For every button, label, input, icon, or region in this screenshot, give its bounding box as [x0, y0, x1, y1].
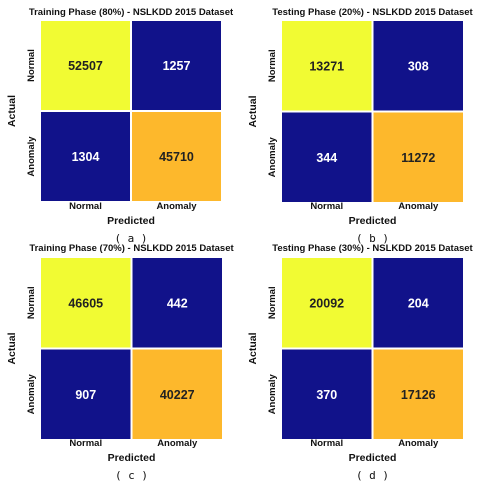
panel-caption: ( d ): [356, 469, 389, 482]
y-axis-label: Actual: [6, 332, 18, 364]
y-tick-label: Normal: [267, 286, 278, 319]
cell-value-label: 370: [316, 388, 337, 402]
y-axis-label: Actual: [247, 95, 259, 127]
panel-caption: ( a ): [114, 232, 147, 245]
x-tick-label: Anomaly: [398, 201, 439, 212]
heatmap-cell: [39, 19, 132, 112]
cell-value-label: 907: [75, 388, 96, 402]
chart-title: Testing Phase (30%) - NSLKDD 2015 Datase…: [272, 243, 473, 254]
y-tick-label: Anomaly: [26, 373, 37, 414]
y-tick-label: Normal: [26, 286, 37, 319]
y-tick-label: Normal: [26, 49, 37, 82]
x-tick-label: Normal: [310, 438, 343, 449]
heatmap-cell: [371, 110, 465, 204]
cell-value-label: 204: [408, 296, 429, 310]
x-tick-label: Anomaly: [156, 201, 197, 212]
x-axis-label: Predicted: [107, 215, 155, 227]
panel-caption: ( c ): [115, 469, 148, 482]
cell-value-label: 40227: [160, 388, 195, 402]
cell-value-label: 344: [316, 151, 337, 165]
confusion-matrix-panel-3: Training Phase (70%) - NSLKDD 2015 Datas…: [6, 243, 234, 482]
y-axis-label: Actual: [247, 332, 259, 364]
x-tick-label: Normal: [69, 201, 102, 212]
x-tick-label: Normal: [69, 438, 102, 449]
confusion-matrix-panel-2: Testing Phase (20%) - NSLKDD 2015 Datase…: [247, 7, 474, 245]
heatmap-cell: [130, 347, 224, 441]
x-axis-label: Predicted: [349, 452, 397, 464]
x-axis-label: Predicted: [349, 215, 397, 227]
x-tick-label: Anomaly: [398, 438, 439, 449]
cell-value-label: 442: [167, 296, 188, 310]
chart-title: Training Phase (70%) - NSLKDD 2015 Datas…: [29, 243, 234, 254]
x-tick-label: Normal: [310, 201, 343, 212]
y-tick-label: Normal: [267, 49, 278, 82]
heatmap-cell: [39, 347, 133, 441]
heatmap-cell: [130, 256, 224, 350]
cell-value-label: 11272: [401, 151, 435, 165]
confusion-matrix-panel-4: Testing Phase (30%) - NSLKDD 2015 Datase…: [247, 243, 474, 482]
matrix-border: [280, 256, 465, 441]
matrix-border: [39, 19, 223, 203]
cell-value-label: 13271: [309, 59, 344, 73]
cell-value-label: 45710: [159, 150, 194, 164]
y-tick-label: Anomaly: [267, 373, 278, 414]
cell-value-label: 46605: [68, 296, 103, 310]
matrix-border: [280, 19, 465, 204]
confusion-matrix-panel-1: Training Phase (80%) - NSLKDD 2015 Datas…: [6, 7, 234, 245]
cell-value-label: 17126: [401, 388, 436, 402]
chart-title: Training Phase (80%) - NSLKDD 2015 Datas…: [29, 7, 234, 18]
x-axis-label: Predicted: [108, 452, 156, 464]
y-tick-label: Anomaly: [26, 136, 37, 177]
heatmap-cell: [371, 256, 465, 350]
cell-value-label: 308: [408, 59, 429, 73]
y-tick-label: Anomaly: [267, 136, 278, 177]
x-tick-label: Anomaly: [157, 438, 198, 449]
matrix-border: [39, 256, 224, 441]
cell-value-label: 1257: [163, 59, 191, 73]
heatmap-cell: [130, 19, 223, 112]
cell-value-label: 52507: [68, 59, 103, 73]
heatmap-cell: [371, 347, 465, 441]
cell-value-label: 1304: [72, 150, 100, 164]
panel-caption: ( b ): [356, 232, 389, 245]
cell-value-label: 20092: [309, 296, 344, 310]
y-axis-label: Actual: [6, 95, 18, 127]
chart-title: Testing Phase (20%) - NSLKDD 2015 Datase…: [272, 7, 473, 18]
